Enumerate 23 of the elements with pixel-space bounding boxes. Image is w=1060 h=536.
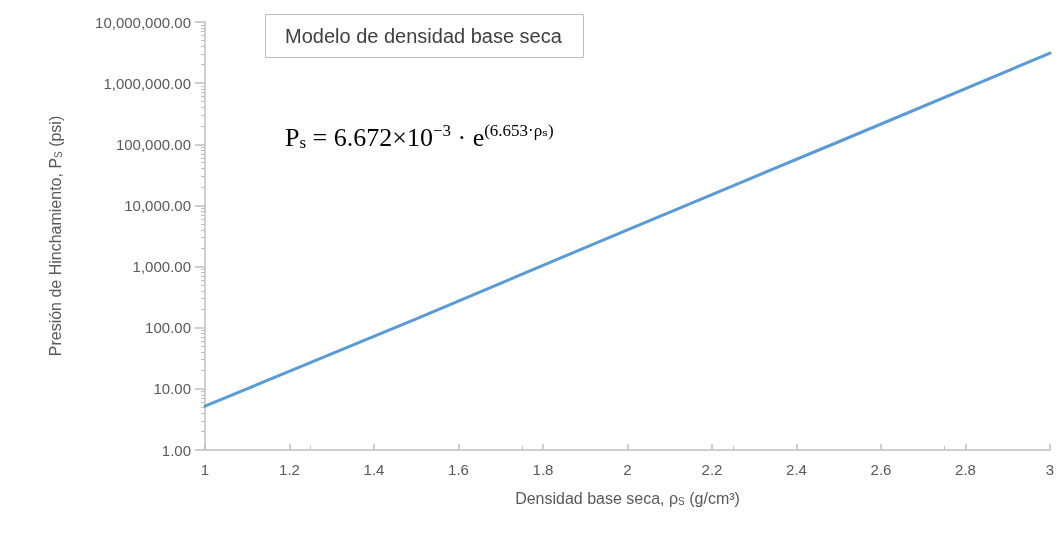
y-tick-label: 1,000.00 [132,258,191,276]
x-tick-label: 2.2 [701,461,723,478]
x-tick-label: 1.2 [279,461,300,478]
y-tick-label: 100.00 [145,319,191,337]
x-tick-label: 2.4 [786,461,807,478]
y-tick-label: 10,000,000.00 [95,13,191,31]
x-tick-label: 2 [623,461,632,478]
x-axis-title: Densidad base seca, ρS (g/cm³) [515,489,740,507]
x-tick-label: 1.8 [532,461,554,478]
line-series [203,51,1052,408]
y-tick-label: 100,000.00 [115,135,191,153]
y-axis-title: Presión de Hinchamiento, PS (psi) [46,115,64,357]
x-tick-label: 1 [200,461,210,478]
y-tick-label: 10,000.00 [124,196,191,214]
x-tick-label: 2.6 [870,461,892,478]
x-tick-label: 2.8 [955,461,976,478]
chart-title: Modelo de densidad base seca [285,25,563,47]
y-tick-label: 1.00 [161,441,191,459]
x-tick-label: 3 [1045,461,1055,478]
y-tick-label: 1,000,000.00 [103,74,191,92]
y-tick-label: 10.00 [153,380,191,398]
x-tick-label: 1.6 [448,461,469,478]
x-tick-label: 1.4 [363,461,385,478]
